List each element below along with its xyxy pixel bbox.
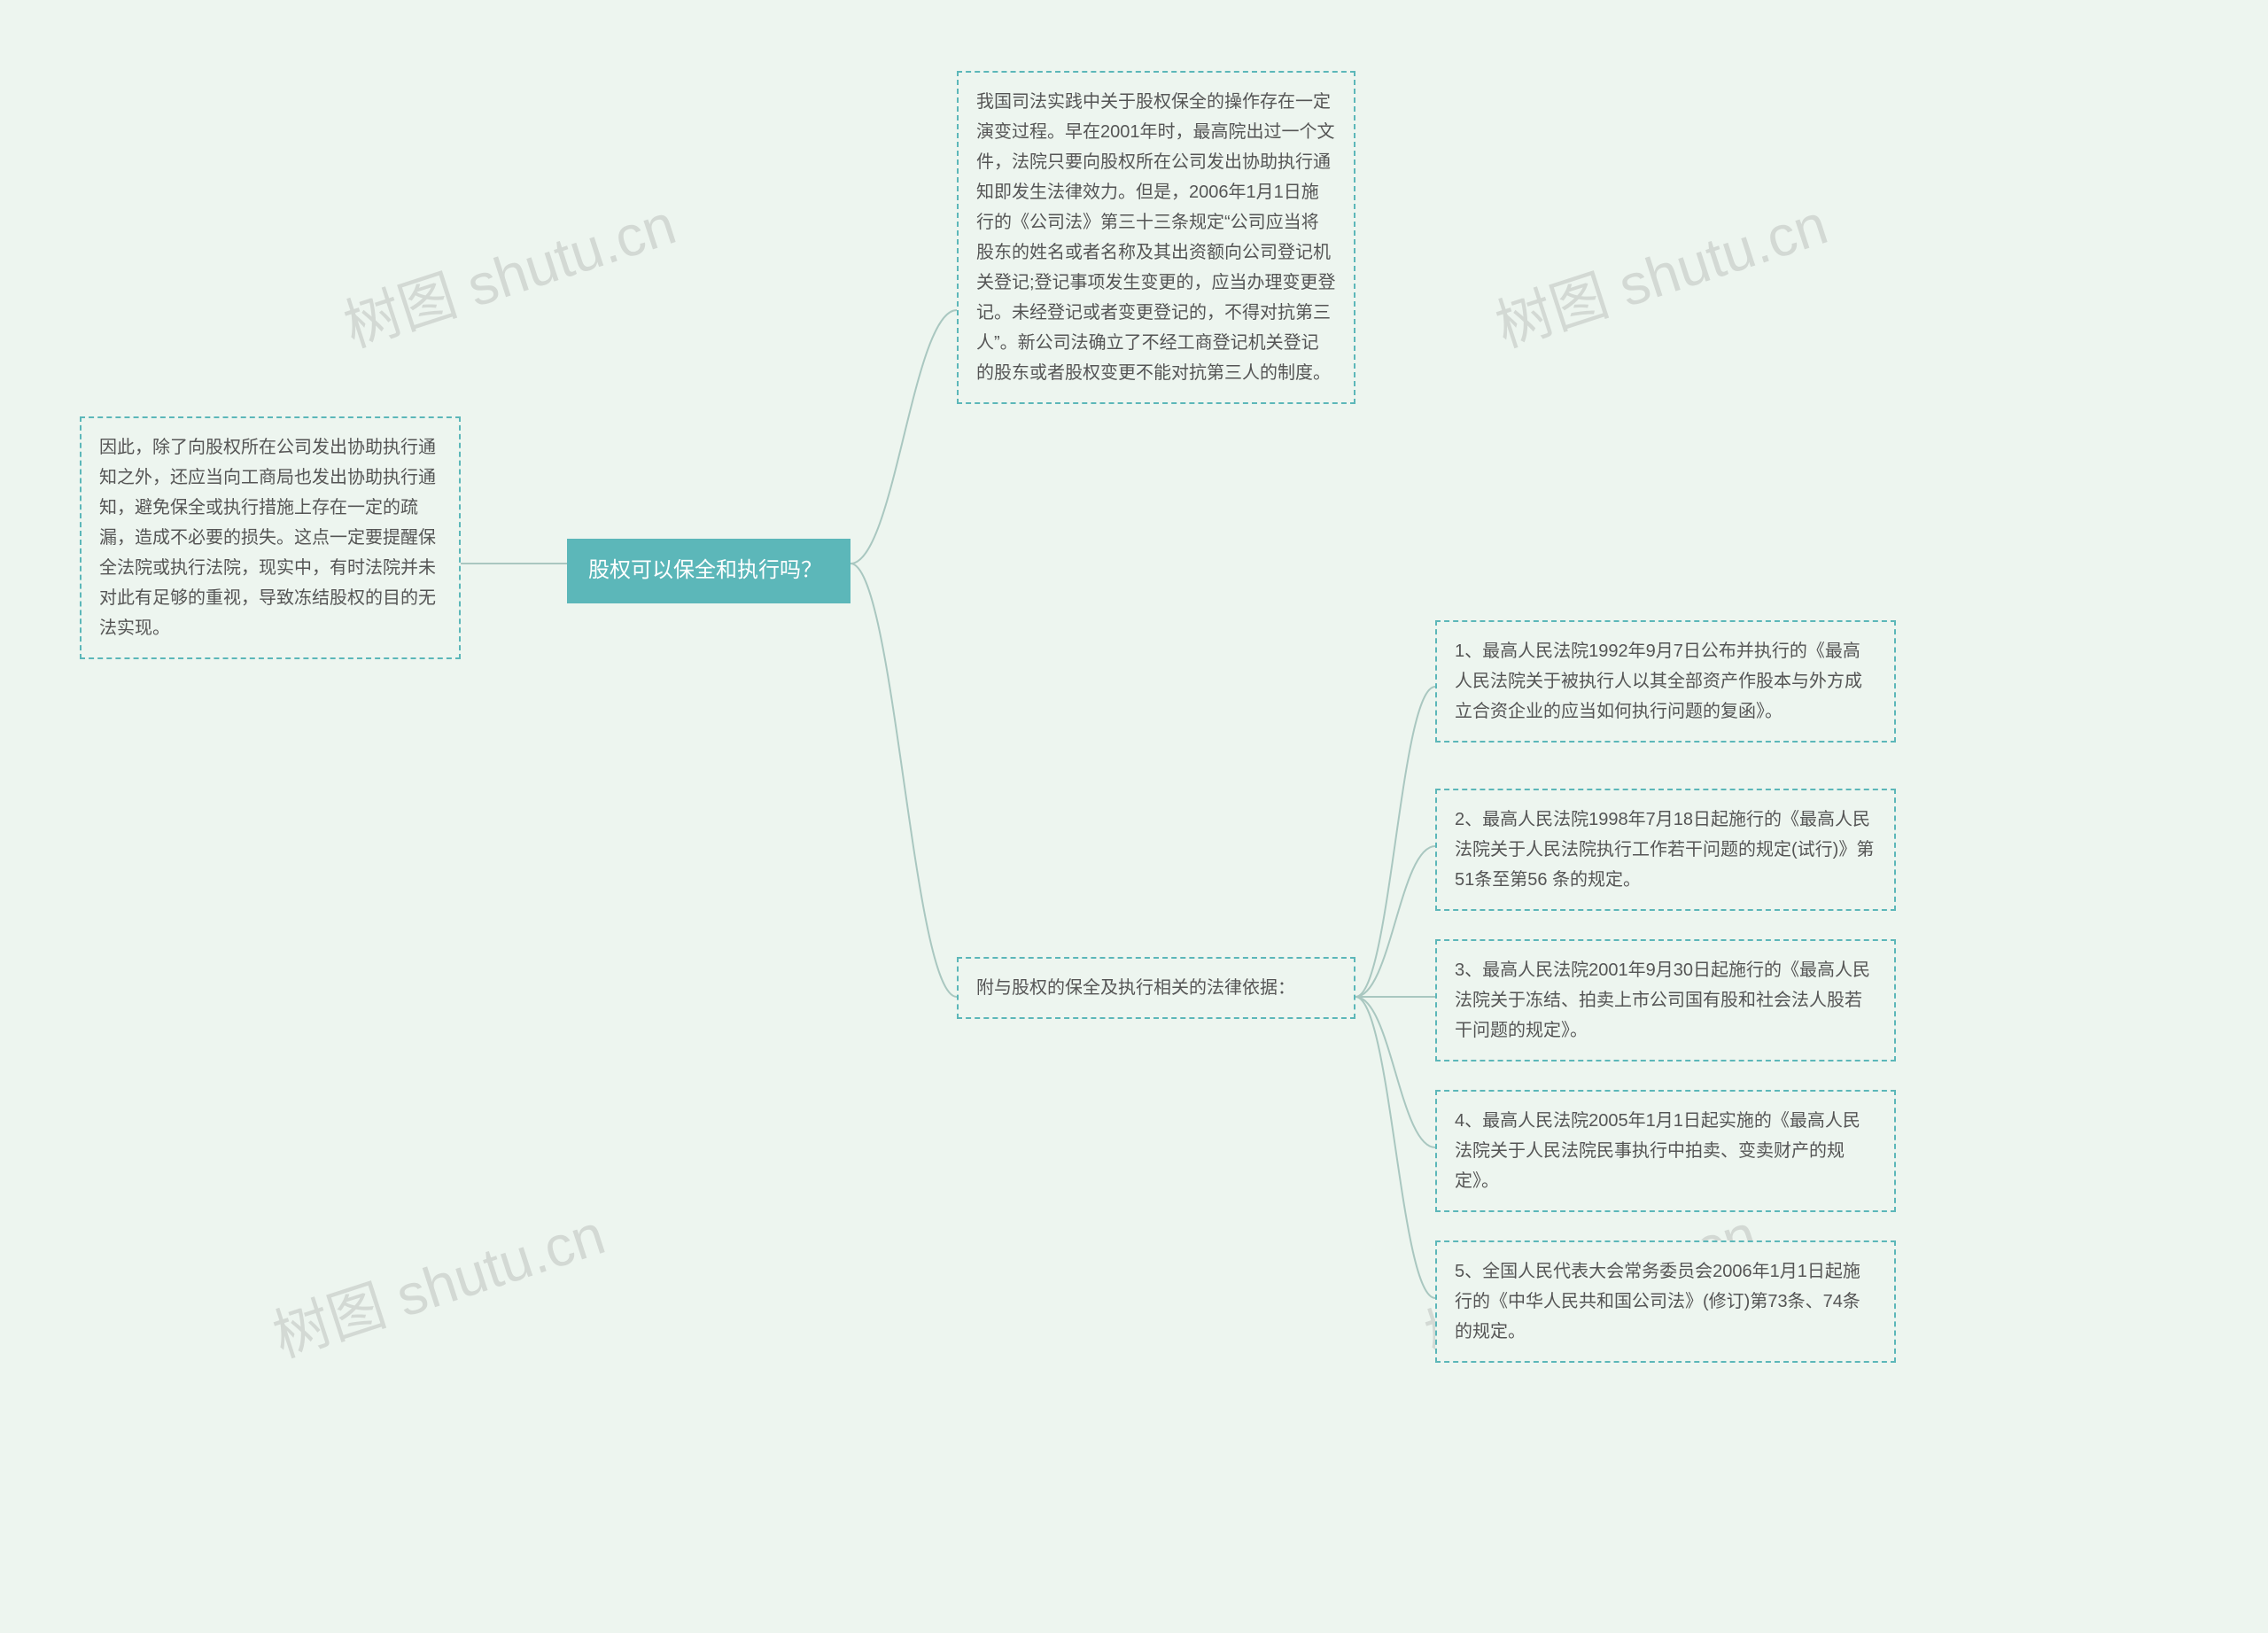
node-text: 2、最高人民法院1998年7月18日起施行的《最高人民法院关于人民法院执行工作若… [1455,810,1874,890]
node-text: 4、最高人民法院2005年1月1日起实施的《最高人民法院关于人民法院民事执行中拍… [1455,1111,1860,1191]
watermark: 树图 shutu.cn [261,1189,613,1372]
node-text: 附与股权的保全及执行相关的法律依据： [976,978,1295,998]
mindmap-root[interactable]: 股权可以保全和执行吗？ [567,539,850,603]
mindmap-node-right-2[interactable]: 附与股权的保全及执行相关的法律依据： [957,957,1355,1019]
mindmap-node-r2-child-3[interactable]: 3、最高人民法院2001年9月30日起施行的《最高人民法院关于冻结、拍卖上市公司… [1435,939,1896,1061]
node-text: 3、最高人民法院2001年9月30日起施行的《最高人民法院关于冻结、拍卖上市公司… [1455,960,1870,1040]
mindmap-node-r2-child-5[interactable]: 5、全国人民代表大会常务委员会2006年1月1日起施行的《中华人民共和国公司法》… [1435,1240,1896,1363]
node-text: 因此，除了向股权所在公司发出协助执行通知之外，还应当向工商局也发出协助执行通知，… [99,438,436,638]
mindmap-node-left-1[interactable]: 因此，除了向股权所在公司发出协助执行通知之外，还应当向工商局也发出协助执行通知，… [80,416,461,659]
node-text: 5、全国人民代表大会常务委员会2006年1月1日起施行的《中华人民共和国公司法》… [1455,1262,1860,1341]
watermark: 树图 shutu.cn [1484,179,1836,362]
watermark: 树图 shutu.cn [332,179,684,362]
mindmap-node-right-1[interactable]: 我国司法实践中关于股权保全的操作存在一定演变过程。早在2001年时，最高院出过一… [957,71,1355,404]
mindmap-node-r2-child-2[interactable]: 2、最高人民法院1998年7月18日起施行的《最高人民法院关于人民法院执行工作若… [1435,789,1896,911]
root-text: 股权可以保全和执行吗？ [588,558,822,582]
node-text: 我国司法实践中关于股权保全的操作存在一定演变过程。早在2001年时，最高院出过一… [976,92,1336,383]
node-text: 1、最高人民法院1992年9月7日公布并执行的《最高人民法院关于被执行人以其全部… [1455,642,1862,721]
mindmap-node-r2-child-4[interactable]: 4、最高人民法院2005年1月1日起实施的《最高人民法院关于人民法院民事执行中拍… [1435,1090,1896,1212]
mindmap-node-r2-child-1[interactable]: 1、最高人民法院1992年9月7日公布并执行的《最高人民法院关于被执行人以其全部… [1435,620,1896,743]
